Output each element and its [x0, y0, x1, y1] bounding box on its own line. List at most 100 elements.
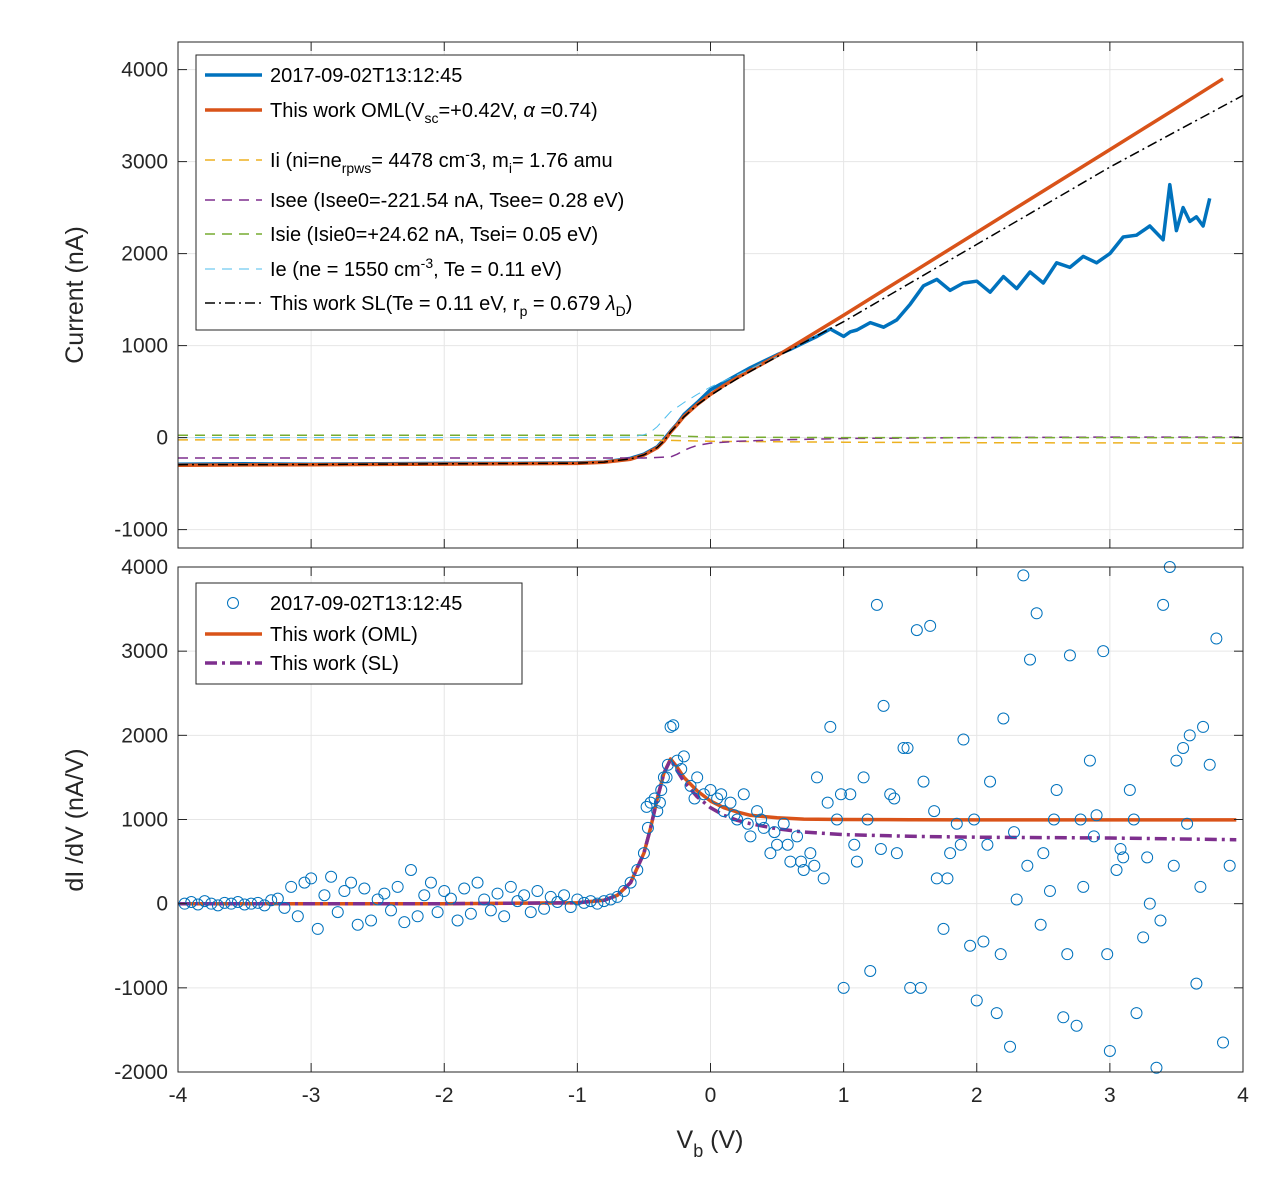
bottom-data-point-197 [1101, 948, 1114, 961]
legend-measured-marker [227, 597, 239, 609]
bottom-data-point-143 [1097, 645, 1110, 658]
legend-oml-alpha: α [523, 100, 535, 122]
legend-oml-sub: sc [424, 110, 438, 126]
bottom-data-point-190 [1008, 826, 1021, 839]
bottom-data-point-74 [655, 784, 668, 797]
bottom-data-point-100 [811, 771, 823, 784]
bottom-data-point-29 [371, 893, 384, 906]
top-legend: 2017-09-02T13:12:45 This work OML(Vsc=+0… [195, 54, 745, 331]
bottom-data-point-125 [977, 935, 990, 948]
bottom-data-point-37 [424, 876, 437, 889]
bottom-data-point-62 [591, 897, 604, 910]
bottom-ytick-label-2000: 2000 [121, 724, 168, 747]
top-y-axis-label: Current (nA) [61, 226, 89, 364]
top-series-this-work-sl [177, 94, 1244, 466]
bottom-data-point-67 [624, 876, 637, 889]
bottom-data-point-75 [657, 771, 670, 784]
bottom-data-point-34 [404, 864, 417, 876]
legend-bottom-sl-label: This work (SL) [270, 653, 399, 675]
bottom-data-point-39 [438, 885, 451, 898]
bottom-data-point-104 [837, 981, 850, 994]
xtick-label-0: 0 [705, 1084, 717, 1107]
bottom-data-point-32 [391, 880, 404, 893]
bottom-data-point-168 [715, 788, 728, 801]
top-x-tick-marks [177, 42, 1244, 548]
bottom-data-point-9 [238, 898, 251, 911]
legend-isee-label: Isee (Isee0=-221.54 nA, Tsee= 0.28 eV) [270, 190, 624, 212]
xtick-label-3: -3 [302, 1084, 321, 1107]
legend-oml-label: This work OML(Vsc=+0.42V, α =0.74) [270, 100, 598, 126]
bottom-data-point-59 [571, 893, 584, 906]
bottom-data-point-112 [890, 847, 903, 860]
top-ytick-label-2000: 2000 [121, 243, 168, 266]
top-ytick-label-4000: 4000 [121, 59, 168, 82]
bottom-ytick-label-4000: 4000 [121, 556, 168, 579]
bottom-data-point-119 [937, 922, 950, 935]
bottom-data-point-22 [325, 870, 338, 883]
bottom-data-point-180 [874, 842, 887, 855]
bottom-data-point-144 [1103, 1044, 1116, 1057]
bottom-data-point-185 [941, 872, 954, 885]
bottom-data-point-181 [888, 792, 901, 805]
bottom-data-point-159 [1203, 758, 1216, 771]
bottom-data-point-11 [251, 896, 264, 909]
x-axis-label: Vb (V) [677, 1126, 744, 1161]
bottom-data-point-102 [824, 720, 837, 733]
bottom-data-point-26 [351, 918, 364, 931]
bottom-x-ticks: -4 -3 -2 -1 0 1 2 3 4 [169, 567, 1249, 1107]
bottom-data-point-24 [338, 885, 351, 898]
bottom-data-point-130 [1010, 893, 1023, 906]
bottom-y-ticks: -2000 -1000 0 1000 2000 3000 4000 [114, 556, 1243, 1084]
bottom-data-point-142 [1090, 809, 1103, 822]
bottom-data-point-80 [677, 750, 690, 763]
bottom-data-point-126 [984, 775, 997, 788]
bottom-data-point-86 [717, 805, 730, 818]
bottom-data-point-132 [1024, 653, 1036, 666]
bottom-ytick-label-2000: -2000 [114, 1061, 168, 1084]
bottom-data-point-68 [631, 864, 644, 876]
bottom-data-point-147 [1123, 784, 1136, 797]
bottom-data-point-70 [641, 821, 654, 834]
bottom-data-point-133 [1030, 607, 1043, 620]
bottom-data-point-101 [817, 872, 830, 885]
bottom-data-point-192 [1034, 918, 1047, 931]
bottom-series [178, 561, 1237, 1074]
bottom-data-point-174 [795, 855, 808, 868]
bottom-data-point-35 [411, 910, 424, 923]
bottom-data-point-202 [1167, 859, 1180, 872]
legend-isie-label: Isie (Isie0=+24.62 nA, Tsei= 0.05 eV) [270, 224, 598, 246]
top-legend-box [195, 54, 745, 331]
bottom-data-point-167 [688, 792, 701, 805]
bottom-data-point-148 [1130, 1007, 1143, 1020]
bottom-data-point-158 [1197, 720, 1210, 733]
bottom-data-point-8 [231, 895, 244, 908]
top-y-ticks: -1000 0 1000 2000 3000 4000 [114, 59, 1243, 542]
x-axis-label-unit: (V) [703, 1126, 743, 1154]
bottom-data-point-21 [318, 889, 331, 902]
bottom-plot-panel: -2000 -1000 0 1000 2000 3000 4000 -4 -3 -2 -1 0 1 2 3… [61, 556, 1249, 1161]
bottom-data-point-49 [504, 880, 517, 893]
bottom-series-markers [178, 561, 1236, 1074]
bottom-data-point-65 [611, 890, 624, 903]
bottom-ytick-label-3000: 3000 [121, 640, 168, 663]
bottom-data-point-31 [385, 904, 397, 917]
bottom-data-point-141 [1083, 754, 1096, 767]
bottom-data-point-3 [198, 895, 211, 908]
bottom-data-point-38 [431, 906, 444, 919]
bottom-data-point-193 [1047, 813, 1060, 826]
legend-ii-part-c: 3, m [470, 150, 509, 172]
top-ytick-label-1000: -1000 [114, 519, 168, 542]
legend-ie-part-a: Ie (ne = 1550 cm [270, 259, 421, 281]
top-plot-panel: -1000 0 1000 2000 3000 4000 Current (nA) 2017… [61, 41, 1244, 549]
legend-ii-part-d: = 1.76 amu [512, 150, 613, 172]
bottom-data-point-54 [538, 902, 551, 915]
bottom-data-point-140 [1077, 880, 1090, 893]
bottom-data-point-36 [418, 889, 431, 902]
bottom-data-point-124 [970, 994, 983, 1007]
bottom-data-point-103 [830, 813, 843, 826]
bottom-data-point-78 [667, 719, 680, 732]
bottom-data-point-115 [910, 624, 923, 637]
legend-ii-sub: rpws [342, 160, 372, 176]
bottom-data-point-178 [848, 838, 861, 851]
bottom-data-point-135 [1043, 885, 1056, 898]
